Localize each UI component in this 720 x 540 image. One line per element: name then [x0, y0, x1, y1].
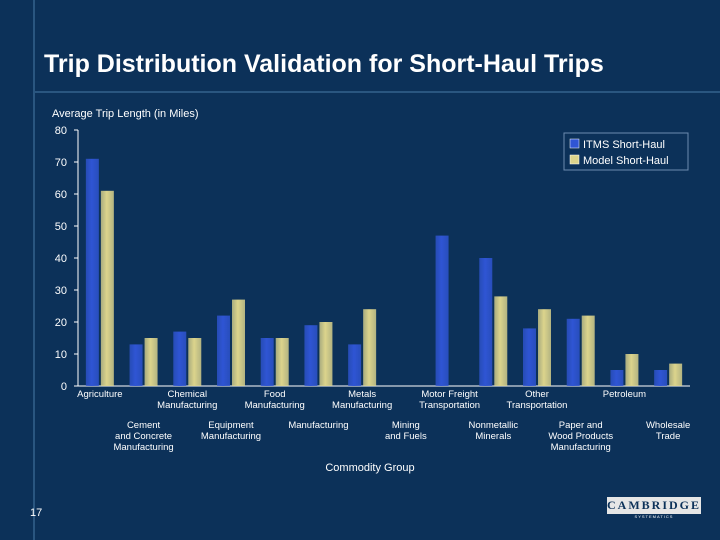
logo-name: CAMBRIDGE — [607, 497, 702, 514]
logo-subtitle: SYSTEMATICS — [634, 514, 674, 519]
itms-bar-3 — [173, 331, 187, 386]
itms-bar-5 — [260, 338, 274, 386]
legend-swatch-2 — [569, 154, 580, 165]
model-bar-7 — [363, 309, 377, 386]
x-tick-label-8: Mining and Fuels — [385, 420, 427, 442]
model-bar-2 — [144, 338, 158, 386]
x-tick-label-9: Motor Freight Transportation — [419, 389, 480, 411]
y-tick-label: 60 — [55, 189, 67, 201]
y-tick-label: 50 — [55, 221, 67, 233]
itms-bar-2 — [129, 344, 143, 386]
y-tick-label: 10 — [55, 349, 67, 361]
itms-bar-12 — [566, 318, 580, 386]
page-number: 17 — [30, 507, 43, 519]
model-bar-3 — [188, 338, 202, 386]
y-tick-label: 70 — [55, 157, 67, 169]
title-rule — [33, 91, 720, 93]
x-tick-label-6: Manufacturing — [288, 420, 348, 431]
x-tick-label-13: Petroleum — [603, 389, 646, 400]
legend-label-1: ITMS Short-Haul — [583, 139, 665, 151]
model-bar-11 — [538, 309, 551, 386]
model-bar-5 — [275, 338, 289, 386]
model-bar-10 — [494, 296, 508, 386]
x-tick-label-3: Chemical Manufacturing — [157, 389, 217, 411]
model-bar-13 — [625, 354, 639, 386]
y-tick-label: 20 — [55, 317, 67, 329]
model-bar-1 — [100, 190, 114, 386]
left-rule — [33, 0, 35, 540]
cambridge-systematics-logo: CAMBRIDGE SYSTEMATICS — [607, 497, 701, 519]
model-bar-14 — [669, 363, 683, 386]
x-tick-label-1: Agriculture — [77, 389, 122, 400]
x-tick-label-5: Food Manufacturing — [245, 389, 305, 411]
y-tick-label: 30 — [55, 285, 67, 297]
model-bar-6 — [319, 322, 333, 386]
itms-bar-7 — [348, 344, 362, 386]
x-tick-label-2: Cement and Concrete Manufacturing — [113, 420, 173, 453]
x-axis-title: Commodity Group — [325, 462, 414, 474]
legend-box — [563, 132, 689, 171]
itms-bar-11 — [523, 328, 536, 386]
x-tick-label-4: Equipment Manufacturing — [201, 420, 261, 442]
y-tick-label: 40 — [55, 253, 67, 265]
x-tick-label-14: Wholesale Trade — [646, 420, 690, 442]
itms-bar-14 — [654, 370, 668, 386]
x-tick-label-10: Nonmetallic Minerals — [468, 420, 518, 442]
x-tick-label-12: Paper and Wood Products Manufacturing — [548, 420, 613, 453]
model-bar-4 — [232, 299, 245, 386]
itms-bar-9 — [435, 235, 449, 386]
itms-bar-6 — [304, 325, 318, 386]
itms-bar-13 — [610, 370, 624, 386]
model-bar-12 — [581, 315, 595, 386]
itms-bar-4 — [217, 315, 230, 386]
y-tick-label: 80 — [55, 125, 67, 137]
x-tick-label-7: Metals Manufacturing — [332, 389, 392, 411]
y-axis-title: Average Trip Length (in Miles) — [52, 108, 199, 120]
x-tick-label-11: Other Transportation — [507, 389, 568, 411]
itms-bar-1 — [85, 158, 99, 386]
slide-title: Trip Distribution Validation for Short-H… — [44, 50, 604, 78]
legend-swatch-1 — [569, 138, 580, 149]
legend-label-2: Model Short-Haul — [583, 155, 669, 167]
y-tick-label: 0 — [61, 381, 67, 393]
itms-bar-10 — [479, 258, 493, 386]
